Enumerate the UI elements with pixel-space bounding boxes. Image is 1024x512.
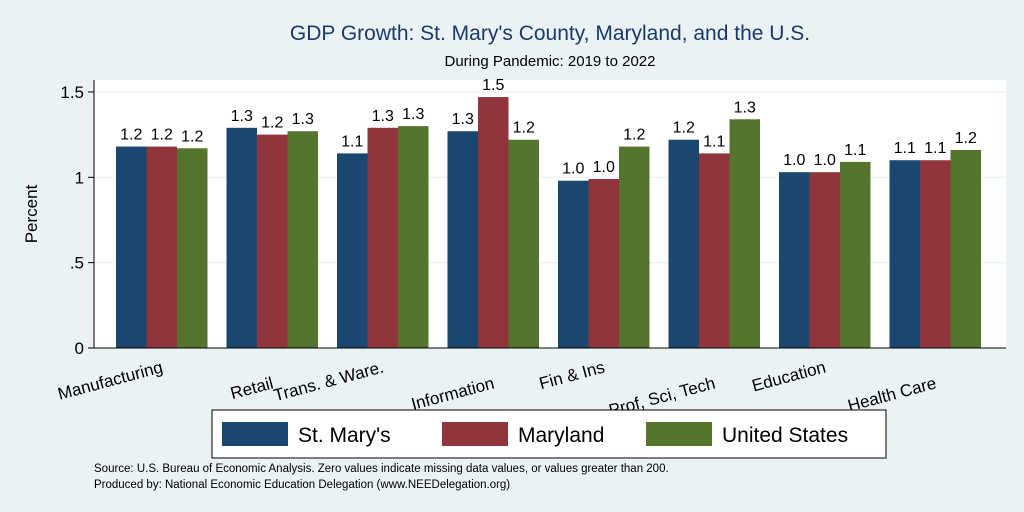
legend-label: United States [722,424,848,447]
bar [478,97,509,348]
bar [337,153,368,348]
bar [398,126,429,348]
value-labels: 1.2 1.3 1.1 1.3 1.0 1.2 1.0 1.1 1.2 1.2 1.3 1.5 1.0 1… [120,77,977,178]
bar-value-label: 1.3 [452,111,474,128]
source-note: Source: U.S. Bureau of Economic Analysis… [94,463,669,475]
bar-value-label: 1.2 [151,127,173,144]
bar [840,161,871,348]
chart-title: GDP Growth: St. Mary's County, Maryland,… [290,22,810,45]
bar [920,160,951,348]
bar [889,160,920,348]
legend: St. Mary's Maryland United States [211,409,887,459]
bar [226,127,257,349]
bar [177,148,208,348]
legend-swatch [646,422,712,446]
bar [809,172,840,348]
bar [447,131,478,348]
bar-value-label: 1.2 [623,127,645,144]
bar-value-label: 1.2 [181,128,203,145]
bar-value-label: 1.5 [482,77,504,94]
bar-value-label: 1.0 [562,161,584,178]
legend-swatch [442,422,508,446]
bar [257,134,288,348]
chart-subtitle: During Pandemic: 2019 to 2022 [445,53,656,70]
bar-value-label: 1.0 [814,152,836,169]
bar [668,139,699,348]
bar [146,146,177,348]
bar-value-label: 1.2 [261,115,283,132]
bar-value-label: 1.1 [924,140,946,157]
bar-value-label: 1.0 [783,152,805,169]
bar-value-label: 1.3 [402,106,424,123]
bar-value-label: 1.2 [120,127,142,144]
y-ticks: 0 .5 1 1.5 [60,83,94,358]
bars [116,97,981,349]
bar-value-label: 1.3 [292,111,314,128]
bar-value-label: 1.1 [703,133,725,150]
bar-value-label: 1.2 [955,130,977,147]
bar [950,149,981,348]
bar-value-label: 1.0 [593,159,615,176]
bar [619,146,650,348]
produced-by-note: Produced by: National Economic Education… [94,479,510,491]
bar-value-label: 1.3 [231,108,253,125]
legend-swatch [222,422,288,446]
bar [116,146,147,348]
y-tick-label: 0 [75,339,84,358]
bar-value-label: 1.3 [372,108,394,125]
y-tick-label: 1.5 [60,83,84,102]
bar [699,153,730,348]
legend-box [211,409,887,459]
bar [367,127,398,349]
bar-value-label: 1.1 [844,142,866,159]
bar [729,119,760,349]
bar [508,139,539,348]
bar [287,131,318,348]
legend-label: Maryland [518,424,604,447]
y-axis-label: Percent [22,184,41,243]
bar [779,172,810,348]
bar-value-label: 1.1 [894,140,916,157]
bar-value-label: 1.1 [341,133,363,150]
bar [588,179,619,348]
bar [558,180,589,348]
bar-value-label: 1.2 [513,120,535,137]
y-tick-label: .5 [70,254,84,273]
y-tick-label: 1 [75,168,84,187]
legend-label: St. Mary's [298,424,391,447]
bar-value-label: 1.2 [673,120,695,137]
bar-value-label: 1.3 [734,99,756,116]
